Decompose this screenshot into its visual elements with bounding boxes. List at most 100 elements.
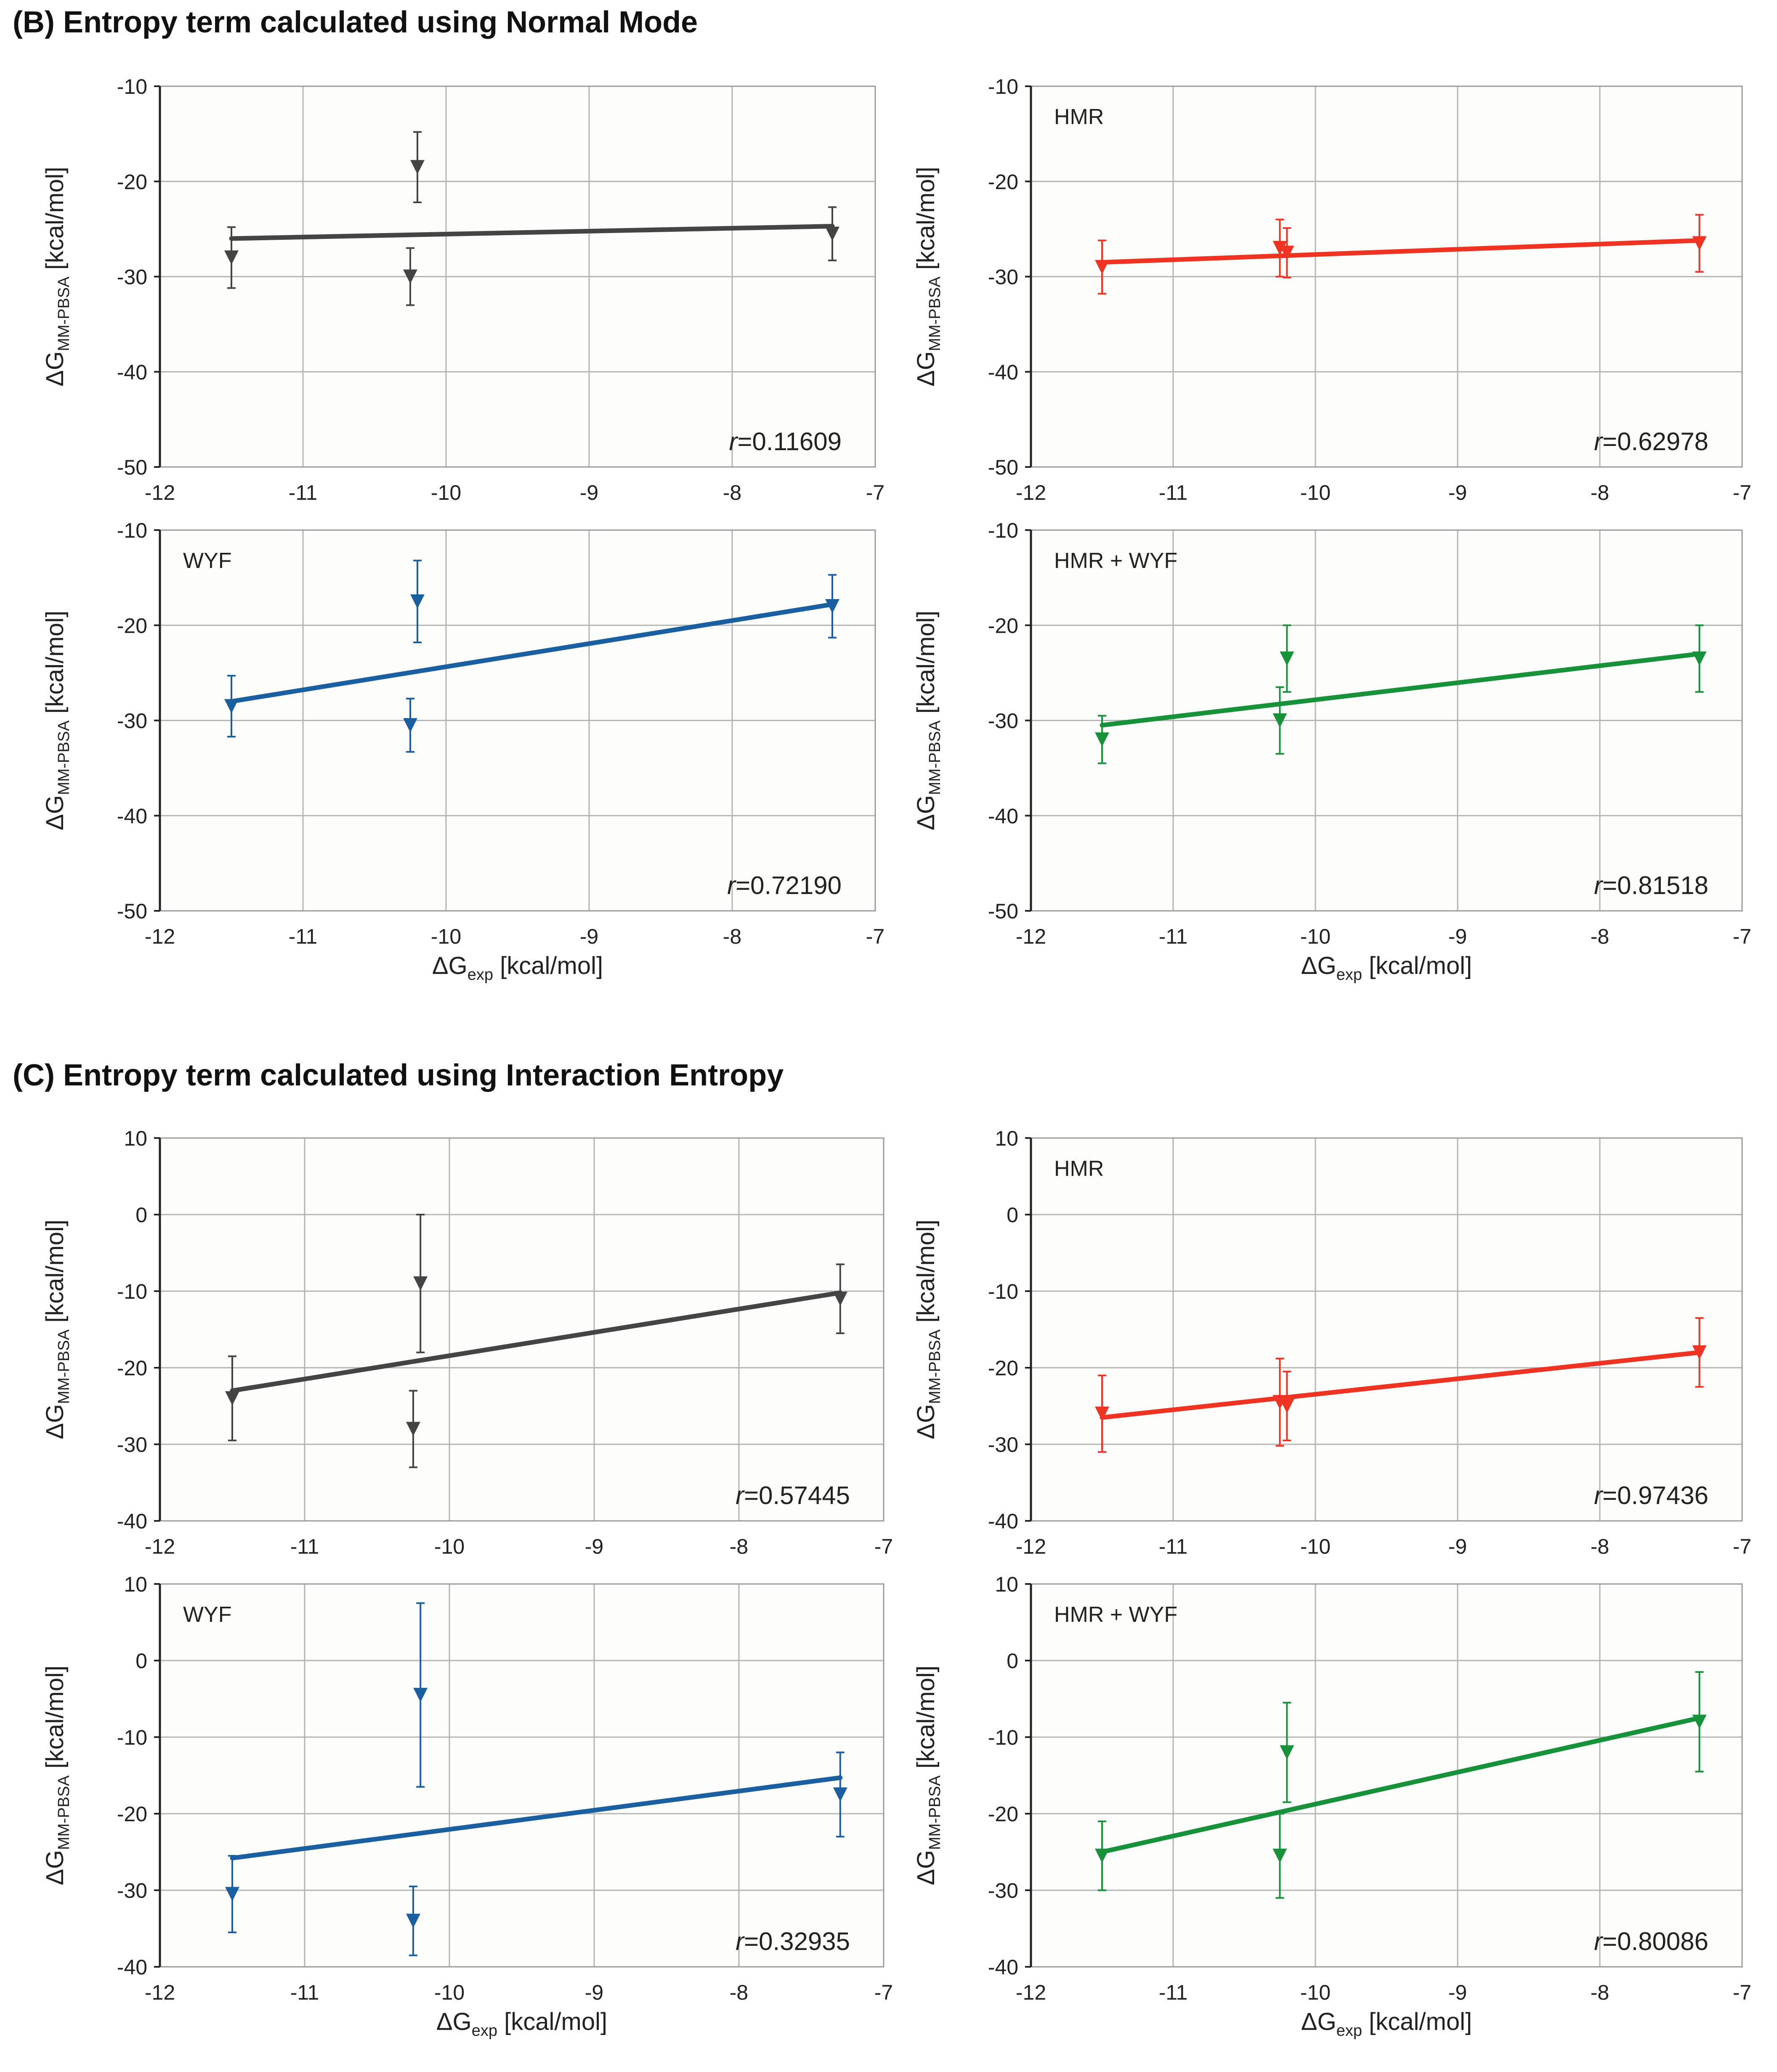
y-tick-label: -20 [117,614,147,637]
y-tick-label: -40 [117,1955,147,1979]
x-tick-label: -11 [290,1981,319,2004]
x-tick-label: -11 [1159,925,1188,948]
chart-panel-c2: -40 -30 -20 -10 0 10 -12 -11 -10 -9 -8 -7 HMR r=0.974… [912,1127,1751,1558]
regression-line [230,1775,843,1861]
x-tick-label: -9 [580,925,598,948]
r-value-label: r=0.72190 [727,871,842,899]
y-axis-label: ΔGMM-PBSA [kcal/mol] [41,1666,73,1885]
y-tick-label: -30 [117,265,147,289]
data-point-marker [825,226,839,241]
y-tick-label: -40 [117,804,147,828]
section-b-title: (B) Entropy term calculated using Normal… [13,5,698,39]
x-tick-label: -12 [1016,925,1046,948]
x-tick-label: -12 [1016,1535,1046,1558]
data-point-marker [833,1787,847,1802]
x-tick-label: -8 [1591,481,1609,504]
data-point-marker [1280,1745,1294,1760]
r-value-label: r=0.97436 [1594,1481,1708,1510]
x-tick-label: -8 [1591,1535,1609,1558]
x-tick-label: -7 [874,1981,893,2004]
chart-panel-c1: -40 -30 -20 -10 0 10 -12 -11 -10 -9 -8 -7 r=0.57445 Δ… [41,1127,893,1558]
series-label: WYF [183,1602,232,1627]
x-tick-label: -8 [723,481,741,504]
r-value-label: r=0.62978 [1594,427,1708,456]
data-point-marker [1272,241,1287,255]
regression-line [229,224,835,241]
y-tick-label: -10 [117,75,147,98]
y-tick-label: -10 [117,519,147,542]
x-tick-label: -9 [585,1535,603,1558]
x-tick-label: -7 [874,1535,893,1558]
plot-area [160,1138,884,1521]
plot-area [1031,1584,1742,1967]
data-point-marker [225,1391,239,1406]
x-tick-label: -11 [1159,481,1188,504]
chart-panel-b1: -50 -40 -30 -20 -10 -12 -11 -10 -9 -8 -7 r=0.11609 Δ… [41,75,885,504]
y-tick-label: -20 [988,614,1018,637]
series-label: HMR + WYF [1054,1602,1177,1627]
x-tick-label: -10 [434,1535,465,1558]
x-axis-label: ΔGexp [kcal/mol] [436,2008,607,2040]
x-tick-label: -11 [289,481,318,504]
y-tick-label: 10 [124,1127,147,1150]
x-tick-label: -8 [1591,925,1609,948]
r-value-label: r=0.57445 [736,1481,850,1510]
data-point-marker [1692,1714,1707,1729]
data-point-marker [825,599,839,613]
chart-panel-c4: -40 -30 -20 -10 0 10 -12 -11 -10 -9 -8 -7 HMR + WYF r… [912,1573,1751,2040]
y-axis-label: ΔGMM-PBSA [kcal/mol] [41,1220,73,1439]
regression-line [230,1290,843,1393]
y-tick-label: -20 [988,1356,1018,1380]
y-tick-label: -40 [988,361,1018,384]
regression-line [1100,1350,1702,1420]
data-point-marker [1272,1849,1287,1863]
y-tick-label: -20 [988,170,1018,194]
x-tick-label: -10 [431,925,461,948]
y-tick-label: -10 [988,519,1018,542]
data-point-marker [1692,236,1707,251]
data-point-marker [1692,651,1707,666]
data-point-marker [833,1292,847,1306]
x-tick-label: -12 [145,481,175,504]
data-point-marker [406,1913,420,1928]
y-axis-label: ΔGMM-PBSA [kcal/mol] [41,167,73,386]
series-label: HMR [1054,1157,1104,1181]
chart-panel-c3: -40 -30 -20 -10 0 10 -12 -11 -10 -9 -8 -7 WYF r=0.329… [41,1573,893,2040]
chart-panel-b2: -50 -40 -30 -20 -10 -12 -11 -10 -9 -8 -7 HMR r=0.629… [912,75,1751,504]
data-point-marker [1095,732,1109,747]
x-tick-label: -7 [1733,925,1751,948]
data-point-marker [1280,651,1294,666]
y-tick-label: -30 [988,1879,1018,1902]
y-tick-label: 0 [1007,1649,1018,1673]
chart-panel-b3: -50 -40 -30 -20 -10 -12 -11 -10 -9 -8 -7 WYF r=0.721… [41,519,885,984]
plot-area [1031,1138,1742,1521]
x-tick-label: -9 [1448,925,1467,948]
x-tick-label: -8 [730,1535,748,1558]
y-tick-label: -30 [988,1433,1018,1457]
y-axis-label: ΔGMM-PBSA [kcal/mol] [912,1220,944,1439]
r-value-label: r=0.81518 [1594,871,1708,899]
x-tick-label: -9 [585,1981,603,2004]
x-tick-label: -10 [1300,1981,1331,2004]
x-tick-label: -12 [145,925,175,948]
data-point-marker [1280,1399,1294,1413]
series-label: HMR + WYF [1054,549,1177,573]
chart-panel-b4: -50 -40 -30 -20 -10 -12 -11 -10 -9 -8 -7 HMR + WYF r… [912,519,1751,984]
x-tick-label: -8 [723,925,741,948]
y-tick-label: -40 [988,804,1018,828]
data-point-marker [1095,1849,1109,1863]
x-tick-label: -11 [289,925,318,948]
x-tick-label: -9 [1448,1981,1467,2004]
x-tick-label: -10 [431,481,461,504]
x-tick-label: -11 [1159,1535,1188,1558]
x-tick-label: -12 [1016,1981,1046,2004]
data-point-marker [1272,1395,1287,1409]
y-tick-label: -30 [117,1433,147,1457]
r-value-label: r=0.80086 [1594,1927,1708,1955]
plot-area [160,1584,884,1967]
y-tick-label: -40 [117,361,147,384]
x-tick-label: -12 [145,1535,175,1558]
data-point-marker [1272,713,1287,728]
x-axis-label: ΔGexp [kcal/mol] [1301,952,1472,984]
